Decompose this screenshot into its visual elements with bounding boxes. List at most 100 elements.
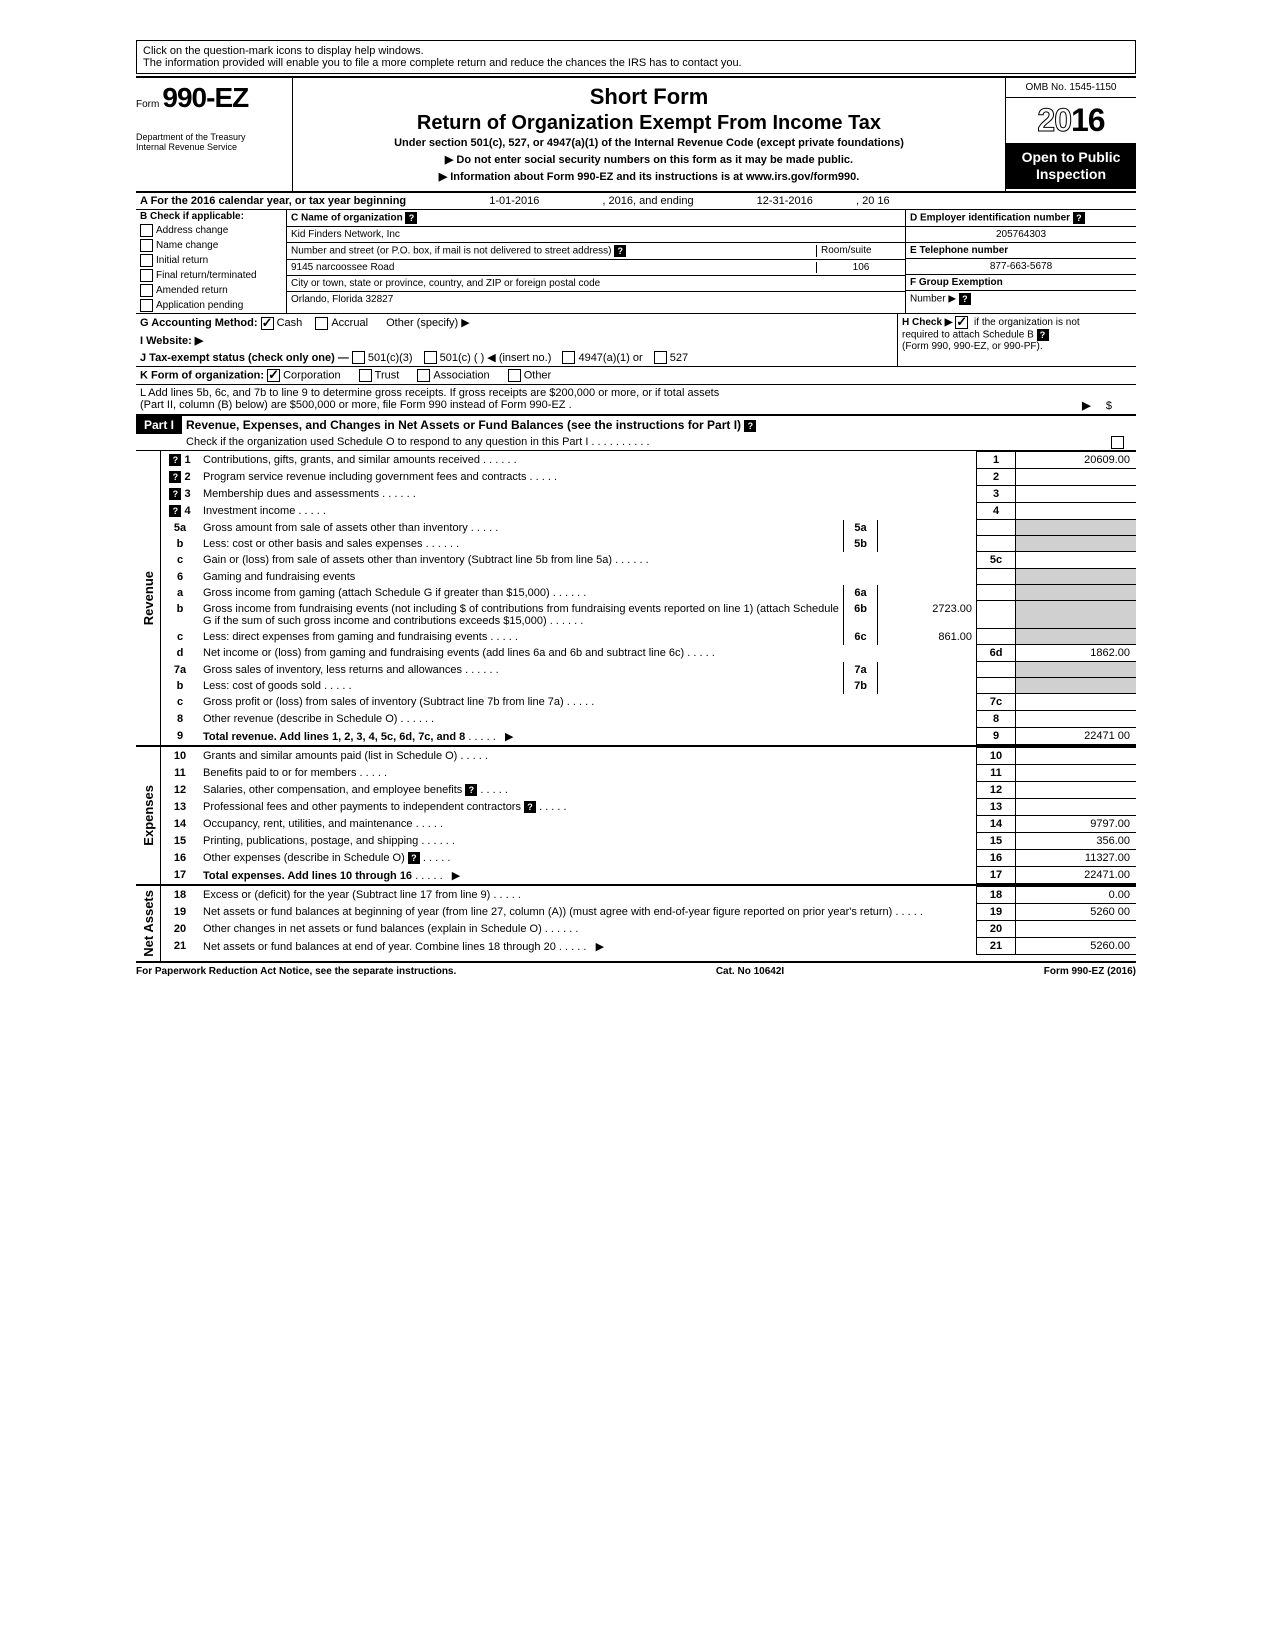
box-col: 11: [977, 765, 1016, 782]
city: Orlando, Florida 32827: [287, 292, 905, 307]
notice-info: ▶ Information about Form 990-EZ and its …: [301, 170, 997, 183]
check-corp[interactable]: [267, 369, 280, 382]
footer: For Paperwork Reduction Act Notice, see …: [136, 963, 1136, 980]
check-part1[interactable]: [1111, 436, 1124, 449]
box-col: 1: [977, 452, 1016, 469]
inner-box: 5b: [844, 536, 878, 552]
line-desc: Membership dues and assessments . . . . …: [199, 486, 977, 503]
help-icon[interactable]: ?: [744, 420, 756, 432]
check-h[interactable]: [955, 316, 968, 329]
tax-year: 2016: [1006, 98, 1136, 143]
val-col: 356.00: [1016, 833, 1137, 850]
line-num: 17: [161, 867, 199, 884]
check-trust[interactable]: [359, 369, 372, 382]
val-shaded: [1016, 629, 1137, 645]
check-final[interactable]: [140, 269, 153, 282]
line-l-arrow: ▶: [1082, 400, 1090, 412]
line-desc: Less: direct expenses from gaming and fu…: [199, 629, 844, 645]
line-desc: Gross amount from sale of assets other t…: [199, 520, 844, 536]
box-shaded: [977, 678, 1016, 694]
line-e-label: E Telephone number: [910, 245, 1008, 256]
line-desc: Total revenue. Add lines 1, 2, 3, 4, 5c,…: [199, 728, 977, 745]
box-shaded: [977, 629, 1016, 645]
line-num: c: [161, 552, 199, 569]
notice-ssn: ▶ Do not enter social security numbers o…: [301, 153, 997, 166]
check-amended-label: Amended return: [156, 285, 228, 296]
line-num: 5a: [161, 520, 199, 536]
line-desc: Occupancy, rent, utilities, and maintena…: [199, 816, 977, 833]
line-a-label: A For the 2016 calendar year, or tax yea…: [140, 195, 406, 207]
box-shaded: [977, 536, 1016, 552]
help-icon[interactable]: ?: [169, 454, 181, 466]
netassets-label: Net Assets: [139, 886, 158, 961]
city-label: City or town, state or province, country…: [287, 276, 905, 292]
val-col: [1016, 694, 1137, 711]
line-num: 9: [161, 728, 199, 745]
line-desc: Gain or (loss) from sale of assets other…: [199, 552, 977, 569]
line-a: A For the 2016 calendar year, or tax yea…: [136, 193, 1136, 210]
line-j-label: J Tax-exempt status (check only one) —: [140, 352, 349, 364]
check-501c[interactable]: [424, 351, 437, 364]
line-desc: Printing, publications, postage, and shi…: [199, 833, 977, 850]
line-num: a: [161, 585, 199, 601]
line-desc: Total expenses. Add lines 10 through 16 …: [199, 867, 977, 884]
check-cash[interactable]: [261, 317, 274, 330]
j501c3: 501(c)(3): [368, 352, 413, 364]
kassoc: Association: [433, 370, 489, 382]
check-amended[interactable]: [140, 284, 153, 297]
box-col: 2: [977, 469, 1016, 486]
help-icon[interactable]: ?: [524, 801, 536, 813]
help-icon[interactable]: ?: [408, 852, 420, 864]
help-icon[interactable]: ?: [169, 471, 181, 483]
line-num: 20: [161, 921, 199, 938]
accrual-label: Accrual: [331, 317, 368, 329]
line-h-label: H Check ▶: [902, 317, 952, 328]
help-icon[interactable]: ?: [405, 212, 417, 224]
check-app[interactable]: [140, 299, 153, 312]
inner-box: 6b: [844, 601, 878, 629]
help-icon[interactable]: ?: [959, 293, 971, 305]
check-address[interactable]: [140, 224, 153, 237]
help-icon[interactable]: ?: [1037, 329, 1049, 341]
help-icon[interactable]: ?: [1073, 212, 1085, 224]
check-527[interactable]: [654, 351, 667, 364]
check-other[interactable]: [508, 369, 521, 382]
line-num: 14: [161, 816, 199, 833]
line-h-text: if the organization is not: [974, 317, 1080, 328]
line-f-label: F Group Exemption: [910, 277, 1003, 288]
check-accrual[interactable]: [315, 317, 328, 330]
inner-val: 2723.00: [878, 601, 977, 629]
line-desc: Net assets or fund balances at beginning…: [199, 904, 977, 921]
check-name[interactable]: [140, 239, 153, 252]
revenue-table: ? 1Contributions, gifts, grants, and sim…: [161, 451, 1136, 745]
val-col: 11327.00: [1016, 850, 1137, 867]
val-col: 22471.00: [1016, 867, 1137, 884]
line-num: 21: [161, 938, 199, 955]
box-shaded: [977, 520, 1016, 536]
box-col: 18: [977, 887, 1016, 904]
check-4947[interactable]: [562, 351, 575, 364]
check-initial-label: Initial return: [156, 255, 208, 266]
val-shaded: [1016, 662, 1137, 678]
line-num: 6: [161, 569, 199, 585]
box-col: 13: [977, 799, 1016, 816]
val-col: [1016, 503, 1137, 520]
check-assoc[interactable]: [417, 369, 430, 382]
check-501c3[interactable]: [352, 351, 365, 364]
help-icon[interactable]: ?: [465, 784, 477, 796]
line-d-label: D Employer identification number: [910, 213, 1070, 224]
help-icon[interactable]: ?: [614, 245, 626, 257]
help-icon[interactable]: ?: [169, 505, 181, 517]
line-l2: (Part II, column (B) below) are $500,000…: [140, 399, 572, 411]
open-to-public: Open to Public Inspection: [1006, 143, 1136, 189]
omb-number: OMB No. 1545-1150: [1006, 78, 1136, 98]
line-desc: Other changes in net assets or fund bala…: [199, 921, 977, 938]
j527: 527: [670, 352, 688, 364]
j501c: 501(c) (: [440, 352, 478, 364]
check-initial[interactable]: [140, 254, 153, 267]
phone: 877-663-5678: [906, 259, 1136, 275]
help-icon[interactable]: ?: [169, 488, 181, 500]
line-num: 10: [161, 748, 199, 765]
revenue-label: Revenue: [139, 567, 158, 629]
line-c-label: C Name of organization: [291, 213, 403, 224]
